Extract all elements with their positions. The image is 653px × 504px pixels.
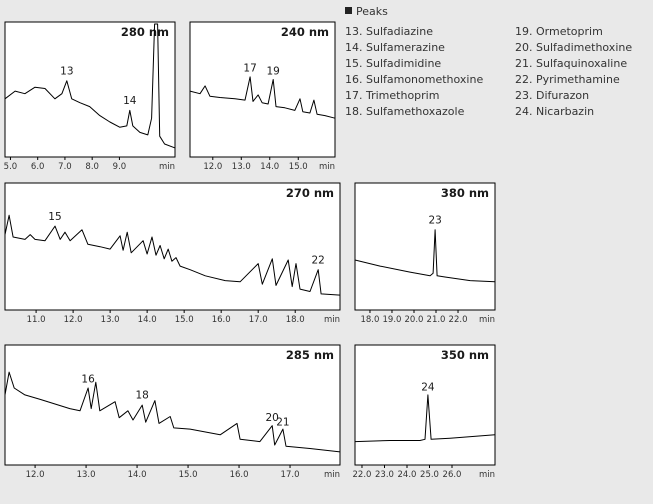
x-tick-label: 18.0 [286, 315, 305, 325]
plot-area [189, 21, 336, 158]
plot-area [4, 182, 341, 311]
peak-label: 18 [135, 389, 148, 401]
plot-area [4, 344, 341, 466]
x-tick-label: 22.0 [353, 470, 372, 480]
x-tick-label: 12.0 [26, 470, 45, 480]
x-tick-label: 8.0 [85, 162, 99, 172]
trace [4, 371, 341, 453]
panel-title: 270 nm [286, 186, 334, 200]
x-tick-label: 14.0 [260, 162, 279, 172]
x-tick-label: 26.0 [443, 470, 462, 480]
peak-list-item: 15. Sulfadimidine [345, 57, 441, 70]
x-tick-label: 25.0 [420, 470, 439, 480]
x-tick-label: 21.0 [427, 315, 446, 325]
plot-area [4, 21, 176, 158]
panel: 280 nm 5.0 6.0 7.0 8.0 9.0 min 13 14 [4, 21, 176, 172]
panel-title: 380 nm [441, 186, 489, 200]
x-tick-label: 14.0 [138, 315, 157, 325]
x-tick-label: 16.0 [230, 470, 249, 480]
peak-list-item: 19. Ormetoprim [515, 25, 603, 38]
x-tick-label: 20.0 [405, 315, 424, 325]
trace [354, 229, 496, 283]
panel: 285 nm 12.0 13.0 14.0 15.0 16.0 17.0 min 16 18 202… [4, 344, 341, 480]
x-axis-label: min [479, 470, 495, 480]
trace [189, 76, 336, 119]
trace [354, 394, 496, 443]
x-tick-label: 24.0 [398, 470, 417, 480]
peak-list-item: 17. Trimethoprim [345, 89, 439, 102]
x-tick-label: 13.0 [232, 162, 251, 172]
x-tick-label: 16.0 [212, 315, 231, 325]
x-tick-label: 17.0 [249, 315, 268, 325]
peak-list-item: 13. Sulfadiazine [345, 25, 433, 38]
x-tick-label: 6.0 [31, 162, 45, 172]
x-tick-label: 23.0 [375, 470, 394, 480]
plot-area [354, 182, 496, 311]
x-axis-label: min [324, 470, 340, 480]
x-tick-label: 15.0 [179, 470, 198, 480]
peak-label: 16 [81, 373, 95, 385]
x-axis-label: min [159, 162, 175, 172]
peak-list-item: 23. Difurazon [515, 89, 589, 102]
panel-title: 350 nm [441, 348, 489, 362]
peak-list-item: 16. Sulfamonomethoxine [345, 73, 483, 86]
panel: 240 nm 12.0 13.0 14.0 15.0 min 17 19 [189, 21, 336, 172]
peak-label: 24 [421, 381, 435, 393]
x-tick-label: 15.0 [289, 162, 308, 172]
x-tick-label: 5.0 [4, 162, 18, 172]
x-tick-label: 18.0 [360, 315, 379, 325]
x-tick-label: 13.0 [101, 315, 120, 325]
panel: 380 nm 18.0 19.0 20.0 21.0 22.0 min 23 [354, 182, 496, 325]
x-axis-label: min [324, 315, 340, 325]
peak-label: 22 [311, 255, 324, 267]
peak-list-item: 22. Pyrimethamine [515, 73, 620, 86]
plot-area [354, 344, 496, 466]
x-axis-label: min [479, 315, 495, 325]
x-tick-label: 7.0 [58, 162, 72, 172]
peak-list-item: 18. Sulfamethoxazole [345, 105, 465, 118]
legend-bullet [345, 7, 352, 14]
peak-label: 19 [266, 65, 279, 77]
peak-label: 21 [276, 417, 289, 429]
peak-label: 20 [265, 412, 278, 424]
peak-label: 14 [123, 95, 137, 107]
x-tick-label: 12.0 [64, 315, 83, 325]
x-tick-label: 17.0 [281, 470, 300, 480]
x-tick-label: 14.0 [128, 470, 147, 480]
x-tick-label: 13.0 [77, 470, 96, 480]
peak-label: 23 [428, 215, 441, 227]
peak-label: 17 [243, 63, 256, 75]
x-tick-label: 12.0 [203, 162, 222, 172]
x-tick-label: 11.0 [27, 315, 46, 325]
panel: 270 nm 11.0 12.0 13.0 14.0 15.0 16.0 17.0 18.0 mi… [4, 182, 341, 325]
trace [4, 23, 175, 149]
peak-list-item: 14. Sulfamerazine [345, 41, 445, 54]
peak-label: 13 [60, 65, 73, 77]
x-tick-label: 19.0 [383, 315, 402, 325]
peak-label: 15 [48, 211, 61, 223]
panel-title: 285 nm [286, 348, 334, 362]
peak-list-item: 20. Sulfadimethoxine [515, 41, 632, 54]
x-axis-label: min [319, 162, 335, 172]
peak-list-title: Peaks [356, 5, 388, 18]
x-tick-label: 22.0 [449, 315, 468, 325]
peak-list-item: 21. Sulfaquinoxaline [515, 57, 627, 70]
panel-title: 280 nm [121, 25, 169, 39]
panel: 350 nm 22.0 23.0 24.0 25.0 26.0 min 24 [353, 344, 496, 480]
x-tick-label: 9.0 [113, 162, 127, 172]
x-tick-label: 15.0 [175, 315, 194, 325]
trace [4, 214, 341, 296]
panel-title: 240 nm [281, 25, 329, 39]
peak-list-item: 24. Nicarbazin [515, 105, 594, 118]
